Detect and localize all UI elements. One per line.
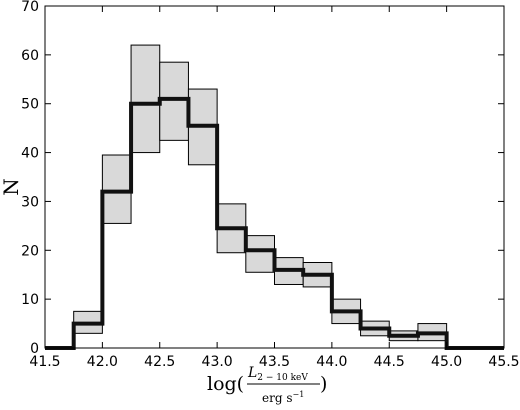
x-axis-label-numerator-subscript: 2 − 10 keV [257, 373, 308, 383]
y-tick-label: 70 [21, 0, 39, 15]
x-tick-label: 44.0 [316, 354, 347, 370]
y-tick-label: 10 [21, 292, 39, 308]
x-tick-label: 41.5 [29, 354, 60, 370]
histogram-step-line [45, 96, 504, 350]
x-axis-label-suffix: ) [320, 373, 327, 395]
x-ticks: 41.5 42.0 42.5 43.0 43.5 44.0 44.5 45.0 45.5 [29, 6, 520, 370]
y-ticks: 0 10 20 30 40 50 60 70 [21, 0, 504, 357]
x-tick-label: 42.0 [87, 354, 118, 370]
x-axis-label-denominator: erg s−1 [262, 390, 304, 405]
y-tick-label: 30 [21, 194, 39, 210]
error-band-bin-3 [130, 44, 161, 154]
y-tick-label: 60 [21, 48, 39, 64]
x-tick-label: 45.5 [488, 354, 519, 370]
x-axis-label-numerator: L2 − 10 keV [247, 365, 308, 383]
histogram-steps [45, 96, 504, 350]
x-tick-label: 44.5 [374, 354, 405, 370]
x-axis-label: log( L2 − 10 keV erg s−1 ) [207, 365, 327, 405]
y-tick-label: 0 [30, 341, 39, 357]
y-axis-label: N [0, 178, 23, 196]
y-tick-label: 40 [21, 146, 39, 162]
x-axis-label-denominator-exponent: −1 [293, 390, 305, 399]
x-tick-label: 42.5 [144, 354, 175, 370]
x-tick-label: 45.0 [431, 354, 462, 370]
y-tick-label: 50 [21, 97, 39, 113]
error-band-bin-2 [101, 154, 132, 224]
y-tick-label: 20 [21, 243, 39, 259]
error-band-bin-4 [159, 61, 189, 141]
error-band-bin-7 [245, 235, 275, 273]
x-axis-label-prefix: log( [207, 373, 244, 395]
x-tick-label: 43.5 [259, 354, 290, 370]
x-tick-label: 43.0 [202, 354, 233, 370]
